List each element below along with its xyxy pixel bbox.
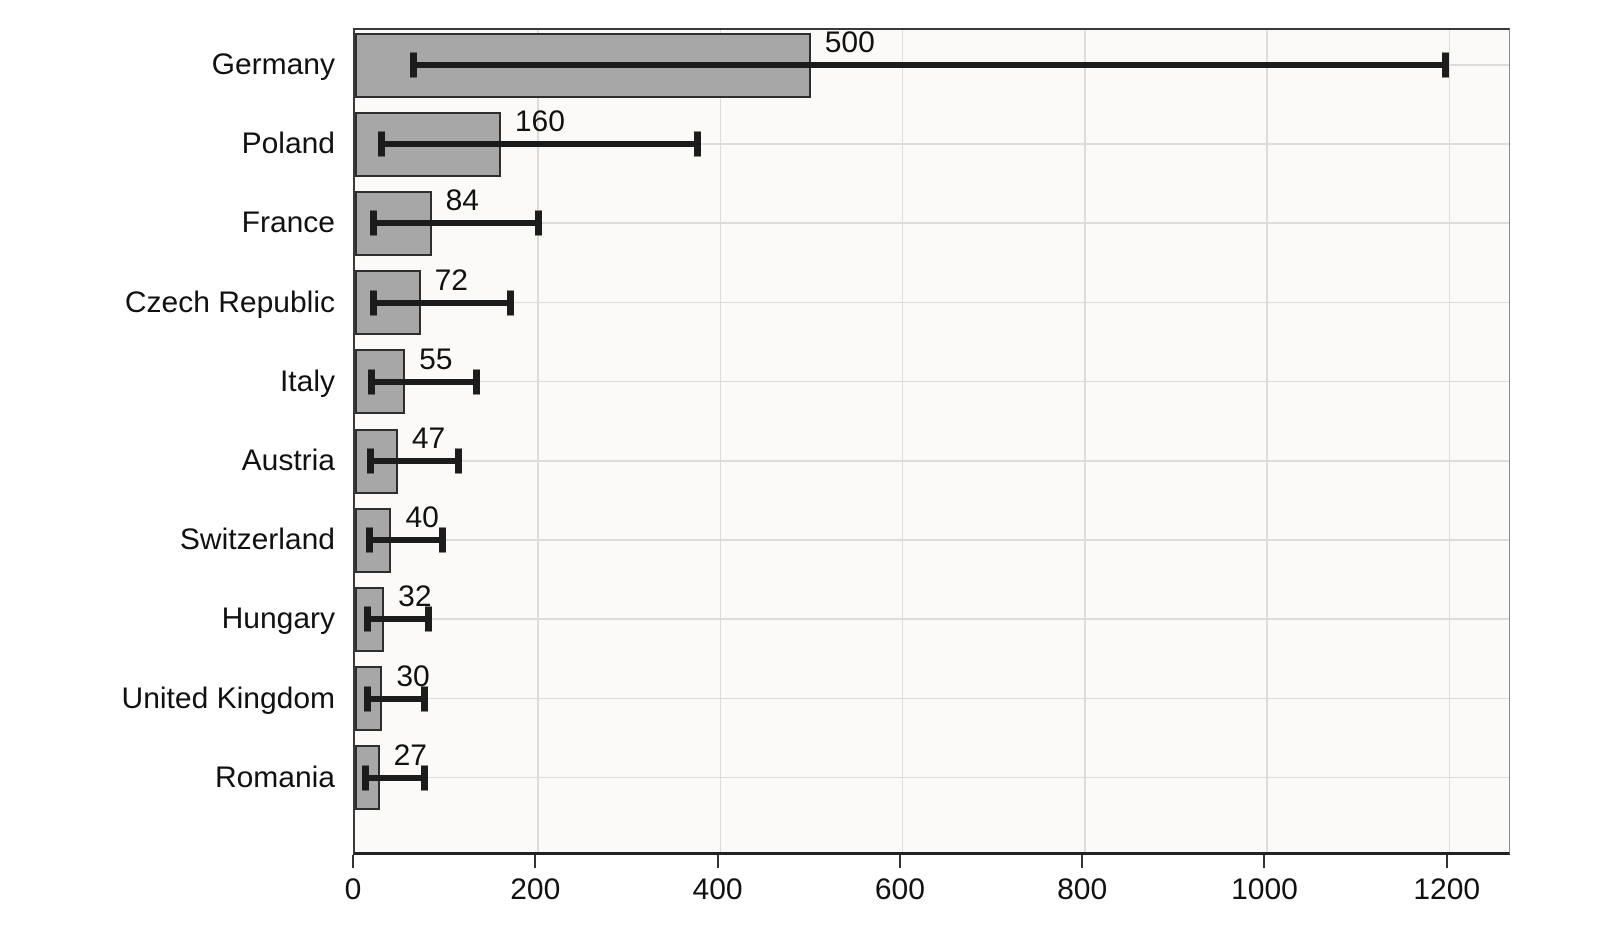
vertical-gridline bbox=[1266, 30, 1268, 852]
value-label: 72 bbox=[434, 263, 468, 297]
x-tick-mark bbox=[1081, 855, 1084, 868]
value-label: 160 bbox=[514, 105, 565, 139]
y-axis-label: Czech Republic bbox=[124, 285, 335, 319]
y-axis-label: Poland bbox=[241, 127, 335, 161]
error-bar bbox=[366, 458, 462, 464]
error-bar bbox=[364, 616, 433, 623]
horizontal-gridline bbox=[355, 460, 1509, 462]
horizontal-gridline bbox=[355, 143, 1509, 145]
x-tick-label: 200 bbox=[510, 873, 561, 906]
x-tick-label: 800 bbox=[1057, 873, 1108, 906]
y-axis-label: Hungary bbox=[221, 602, 335, 636]
x-tick-mark bbox=[534, 855, 537, 868]
value-label: 55 bbox=[419, 342, 453, 376]
value-label: 27 bbox=[393, 738, 427, 772]
horizontal-gridline bbox=[355, 776, 1509, 779]
error-bar bbox=[370, 299, 515, 306]
horizontal-gridline bbox=[355, 618, 1509, 620]
x-tick-label: 600 bbox=[874, 873, 925, 906]
value-label: 40 bbox=[405, 501, 439, 535]
value-label: 84 bbox=[445, 184, 479, 218]
y-axis-label: Switzerland bbox=[179, 523, 335, 557]
error-bar bbox=[365, 537, 447, 544]
x-tick-label: 1200 bbox=[1413, 873, 1481, 906]
x-tick-mark bbox=[716, 855, 719, 868]
vertical-gridline bbox=[719, 30, 722, 852]
x-tick-mark bbox=[352, 855, 354, 868]
horizontal-gridline bbox=[355, 222, 1509, 224]
x-tick-label: 400 bbox=[692, 873, 743, 906]
horizontal-gridline bbox=[355, 697, 1509, 700]
error-bar bbox=[364, 695, 428, 702]
y-axis-label: Austria bbox=[241, 444, 335, 477]
vertical-gridline bbox=[537, 30, 539, 852]
horizontal-gridline bbox=[355, 539, 1509, 541]
y-axis-label: Germany bbox=[211, 48, 335, 81]
error-bar bbox=[367, 378, 480, 385]
value-label: 47 bbox=[411, 422, 446, 455]
value-label: 30 bbox=[396, 659, 430, 693]
error-bar bbox=[362, 774, 428, 781]
error-bar bbox=[377, 141, 702, 148]
horizontal-gridline bbox=[355, 380, 1509, 383]
y-axis-label: Romania bbox=[214, 760, 335, 794]
plot-area: 500 160 84 72 55 47 40 32 30 27 bbox=[353, 28, 1510, 855]
value-label: 500 bbox=[824, 28, 875, 59]
y-axis-category-labels: Germany Poland France Czech Republic Italy Au… bbox=[0, 28, 335, 855]
y-axis-label: United Kingdom bbox=[121, 681, 335, 715]
x-axis: 0 200 400 600 800 1000 1200 bbox=[345, 855, 1510, 935]
x-tick-mark bbox=[1263, 855, 1266, 868]
y-axis-label: Italy bbox=[279, 364, 335, 398]
vertical-gridline bbox=[1084, 30, 1086, 852]
error-bar bbox=[370, 220, 542, 227]
x-tick-label: 0 bbox=[344, 873, 362, 906]
vertical-gridline bbox=[901, 30, 904, 852]
y-axis-label: France bbox=[241, 206, 335, 240]
vertical-gridline bbox=[1448, 30, 1451, 852]
x-tick-label: 1000 bbox=[1231, 873, 1298, 906]
x-tick-mark bbox=[1445, 855, 1448, 868]
value-label: 32 bbox=[398, 580, 432, 614]
x-tick-mark bbox=[898, 855, 901, 868]
error-bar bbox=[409, 62, 1449, 68]
horizontal-gridline bbox=[355, 301, 1509, 304]
